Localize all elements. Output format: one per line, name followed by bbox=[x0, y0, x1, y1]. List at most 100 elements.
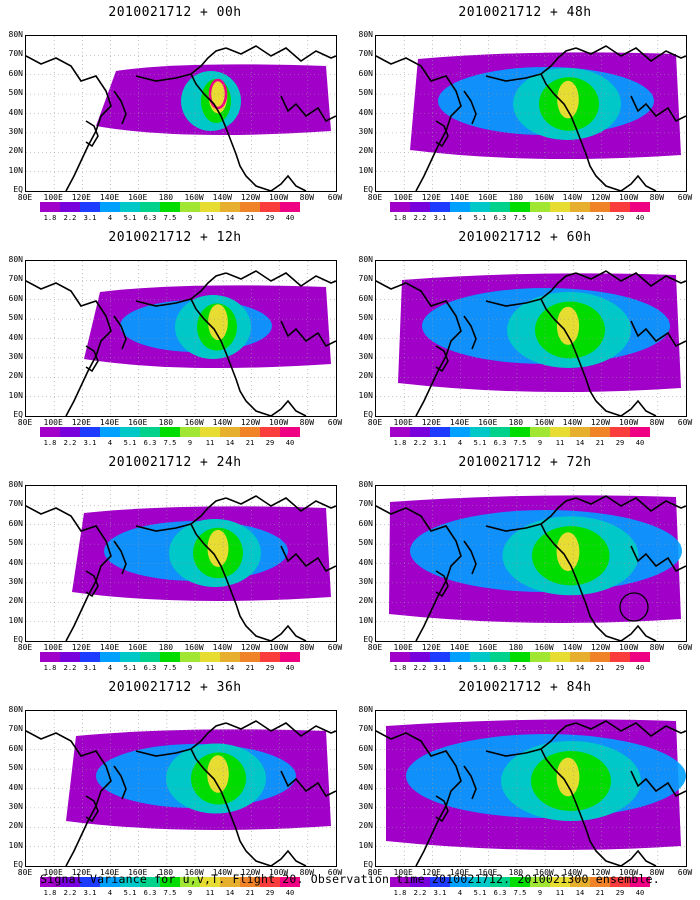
colorbar-label: 11 bbox=[555, 214, 565, 222]
colorbar-swatch bbox=[570, 877, 590, 887]
coastline bbox=[280, 545, 336, 573]
lat-tick-label: 50N bbox=[358, 88, 373, 98]
colorbar-swatch bbox=[180, 652, 200, 662]
colorbar-swatch bbox=[200, 877, 220, 887]
colorbar-label: 1.8 bbox=[393, 439, 407, 447]
map-canvas bbox=[26, 36, 336, 191]
colorbar-label: 7.5 bbox=[513, 664, 527, 672]
lat-tick-label: 50N bbox=[358, 763, 373, 773]
lon-tick-label: 180 bbox=[508, 193, 524, 202]
lat-tick-label: 80N bbox=[8, 255, 23, 264]
lat-tick-label: 10N bbox=[358, 390, 373, 400]
colorbar-swatch bbox=[100, 427, 120, 437]
colorbar-swatch bbox=[80, 202, 100, 212]
coastline bbox=[85, 795, 99, 823]
map-panel: 2010021712 + 72h 80N 70N 60N 50N 40N 30N 20N 10N… bbox=[355, 455, 695, 675]
coastline bbox=[540, 73, 622, 191]
lat-tick-label: 60N bbox=[8, 743, 23, 753]
map-canvas bbox=[376, 36, 686, 191]
colorbar-swatch bbox=[530, 877, 550, 887]
map-canvas bbox=[26, 711, 336, 866]
coastline bbox=[135, 47, 227, 82]
colorbar-swatch bbox=[260, 202, 280, 212]
colorbar-label: 3.1 bbox=[83, 889, 97, 897]
lat-tick-label: 10N bbox=[8, 390, 23, 400]
lat-tick-label: 30N bbox=[8, 801, 23, 811]
lat-tick-label: 70N bbox=[358, 49, 373, 59]
colorbar-swatch bbox=[490, 427, 510, 437]
lat-tick-label: 80N bbox=[8, 480, 23, 489]
colorbar-swatch bbox=[610, 877, 630, 887]
coastline bbox=[225, 720, 336, 738]
lon-tick-label: 100W bbox=[618, 418, 639, 427]
colorbar-label: 6.3 bbox=[143, 439, 157, 447]
lat-tick-label: 60N bbox=[358, 293, 373, 303]
coastline bbox=[225, 45, 336, 63]
colorbar-swatch bbox=[240, 427, 260, 437]
colorbar-swatch bbox=[430, 202, 450, 212]
colorbar-swatch bbox=[60, 427, 80, 437]
lat-tick-label: 20N bbox=[8, 146, 23, 156]
lon-tick-label: 60W bbox=[677, 193, 693, 202]
colorbar-label: 14 bbox=[225, 439, 235, 447]
lon-tick-label: 140W bbox=[562, 193, 582, 202]
colorbar-swatch bbox=[100, 652, 120, 662]
colorbar-swatch bbox=[570, 427, 590, 437]
lat-tick-label: 10N bbox=[358, 165, 373, 175]
colorbar-label: 40 bbox=[285, 214, 295, 222]
lon-tick-label: 120W bbox=[590, 193, 611, 202]
colorbar-label: 9 bbox=[537, 214, 543, 222]
colorbar-swatch bbox=[160, 652, 180, 662]
colorbar-swatch bbox=[220, 877, 240, 887]
lon-tick-label: 140W bbox=[562, 868, 582, 877]
lat-tick-label: EQ bbox=[363, 185, 373, 194]
lon-tick-label: 120W bbox=[240, 193, 261, 202]
lat-tick-label: EQ bbox=[363, 635, 373, 644]
coastline bbox=[435, 795, 449, 823]
colorbar-label: 1.8 bbox=[393, 889, 407, 897]
lat-tick-label: 10N bbox=[8, 840, 23, 850]
colorbar-swatch bbox=[60, 202, 80, 212]
coastline bbox=[113, 765, 127, 800]
coastline bbox=[575, 720, 686, 738]
colorbar-swatch bbox=[510, 652, 530, 662]
lon-tick-label: 140E bbox=[99, 193, 120, 202]
colorbar-label: 21 bbox=[245, 439, 255, 447]
colorbar-label: 6.3 bbox=[493, 439, 507, 447]
colorbar-label: 3.1 bbox=[433, 889, 447, 897]
lon-tick-label: 140E bbox=[449, 868, 470, 877]
colorbar-label: 5.1 bbox=[473, 439, 487, 447]
colorbar-swatch bbox=[630, 202, 650, 212]
panel-title: 2010021712 + 00h bbox=[108, 5, 242, 20]
colorbar-swatch bbox=[410, 427, 430, 437]
colorbar-swatch bbox=[280, 877, 300, 887]
lat-tick-label: 40N bbox=[8, 107, 23, 117]
lon-tick-label: 100W bbox=[268, 868, 289, 877]
colorbar-label: 1.8 bbox=[393, 214, 407, 222]
colorbar-label: 9 bbox=[187, 664, 193, 672]
coastline bbox=[463, 90, 477, 125]
lon-tick-label: 80E bbox=[367, 643, 383, 652]
variance-map bbox=[25, 710, 337, 867]
colorbar-swatch bbox=[490, 877, 510, 887]
coastline bbox=[630, 320, 686, 348]
colorbar-label: 5.1 bbox=[123, 664, 137, 672]
colorbar-swatch bbox=[160, 427, 180, 437]
variance-region-max bbox=[556, 306, 580, 345]
lat-tick-label: 40N bbox=[8, 332, 23, 342]
coastline bbox=[280, 95, 336, 123]
colorbar-label: 9 bbox=[537, 889, 543, 897]
colorbar-swatch bbox=[430, 427, 450, 437]
lon-tick-label: 140W bbox=[212, 418, 232, 427]
lat-tick-label: 50N bbox=[8, 88, 23, 98]
lon-tick-label: 80E bbox=[17, 418, 33, 427]
lat-tick-label: 30N bbox=[358, 126, 373, 136]
colorbar-swatch bbox=[590, 877, 610, 887]
lat-tick-label: 70N bbox=[358, 724, 373, 734]
coastline bbox=[135, 272, 227, 307]
lon-tick-label: 100E bbox=[43, 418, 63, 427]
colorbar-label: 6.3 bbox=[143, 889, 157, 897]
coastline bbox=[270, 624, 307, 641]
colorbar-swatch bbox=[140, 652, 160, 662]
lon-tick-label: 180 bbox=[508, 643, 524, 652]
